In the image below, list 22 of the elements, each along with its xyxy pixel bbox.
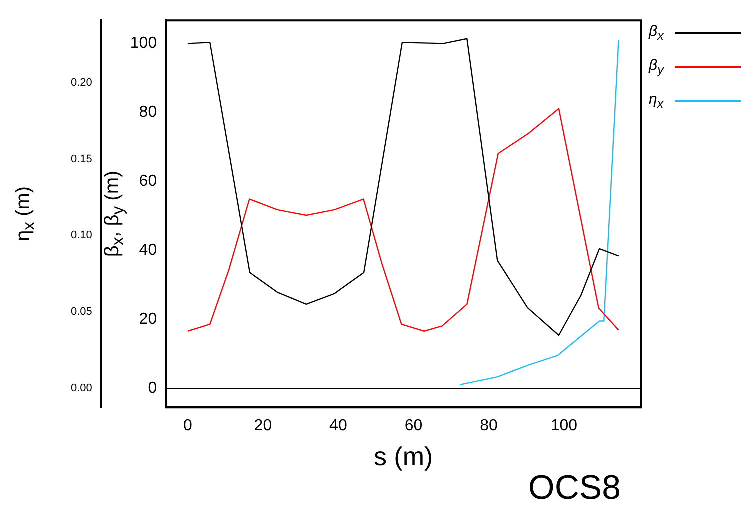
text: OCS8 xyxy=(528,469,621,508)
x-tick-label: 100 xyxy=(550,418,578,435)
y-tick-label: 60 xyxy=(139,173,158,190)
x-tick-label: 20 xyxy=(254,418,272,435)
x-tick-label: 60 xyxy=(404,418,423,435)
y-tick-label: 80 xyxy=(139,104,158,122)
y-tick-label: 100 xyxy=(130,35,158,52)
legend-label: η$_{x}$ xyxy=(649,90,665,111)
y2-tick-label: 0.05 xyxy=(70,306,92,318)
y-tick-label: 0 xyxy=(148,380,158,398)
y-tick-label: 20 xyxy=(139,311,158,328)
x-tick-label: 40 xyxy=(330,418,348,435)
x-tick-label: 80 xyxy=(480,418,498,435)
legend-label: β$_{y}$ xyxy=(649,56,666,77)
y-tick-label: 40 xyxy=(139,242,158,260)
y2-tick-label: 0.10 xyxy=(70,230,92,242)
y2-tick-label: 0.00 xyxy=(70,382,92,395)
legend-label: β$_{x}$ xyxy=(649,22,665,43)
y2-tick-label: 0.20 xyxy=(70,76,92,89)
x-axis-title: s (m) xyxy=(374,442,434,472)
x-tick-label: 0 xyxy=(183,418,192,435)
y2-tick-label: 0.15 xyxy=(70,153,92,166)
